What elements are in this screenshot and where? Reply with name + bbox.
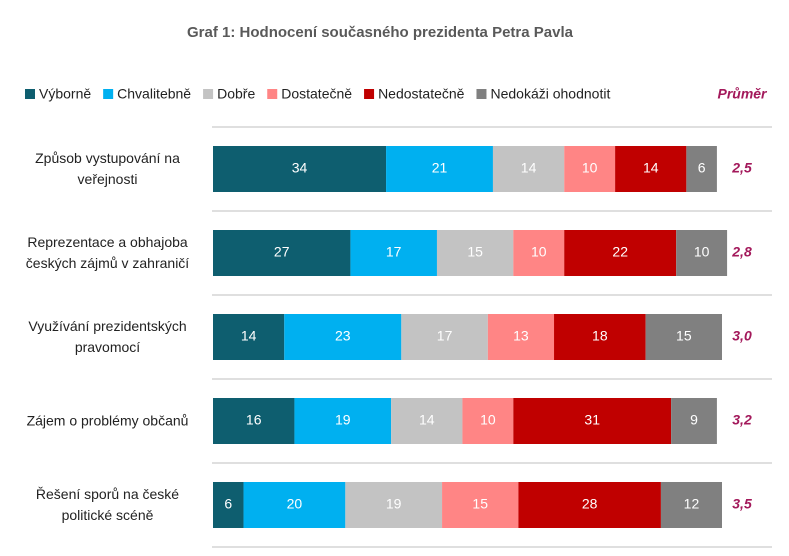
data-label: 31 [584, 412, 600, 428]
bar-segment [213, 230, 351, 276]
bar-segment [513, 230, 565, 276]
bar-segment [284, 314, 402, 360]
average-label: 3,0 [732, 328, 752, 344]
data-label: 14 [521, 160, 537, 176]
bar-segment [386, 146, 493, 192]
legend-swatch [364, 89, 375, 99]
data-label: 6 [224, 496, 232, 512]
category-label: Způsob vystupování na veřejnosti [35, 150, 180, 187]
category-label: Zájem o problémy občanů [26, 412, 189, 429]
legend-label: Výborně [39, 86, 91, 102]
bar-segment [243, 482, 346, 528]
data-label: 14 [241, 328, 257, 344]
data-label: 15 [676, 328, 692, 344]
bar-segment [436, 230, 514, 276]
bar-segment [462, 398, 514, 444]
bar-segment [554, 314, 646, 360]
bar-segment [213, 398, 295, 444]
legend-label: Nedokáži ohodnotit [490, 86, 610, 102]
data-label: 16 [246, 412, 262, 428]
data-label: 14 [419, 412, 435, 428]
bar-segment [615, 146, 687, 192]
category-label: Řešení sporů na české politické scéně [35, 486, 180, 523]
data-label: 17 [386, 244, 402, 260]
bar-segment [213, 314, 285, 360]
bar-segment [294, 398, 392, 444]
data-label: 10 [531, 244, 547, 260]
legend-label: Dobře [217, 86, 255, 102]
category-label: Reprezentace a obhajoba českých zájmů v … [25, 234, 190, 271]
bar-segment [671, 398, 717, 444]
legend-swatch [476, 89, 487, 99]
bar-segment [442, 482, 519, 528]
data-label: 10 [582, 160, 598, 176]
average-header: Průměr [717, 86, 768, 102]
bar-segment [391, 398, 463, 444]
legend-label: Nedostatečně [378, 86, 465, 102]
data-label: 22 [612, 244, 628, 260]
data-label: 10 [480, 412, 496, 428]
bar-segment [213, 482, 244, 528]
data-label: 15 [467, 244, 483, 260]
legend-swatch [267, 89, 278, 99]
data-label: 21 [432, 160, 448, 176]
bar-segment [564, 230, 677, 276]
bar-segment [213, 146, 387, 192]
data-label: 34 [292, 160, 308, 176]
average-label: 3,5 [732, 496, 752, 512]
average-label: 2,8 [731, 244, 752, 260]
bar-segment [676, 230, 728, 276]
bar-segment [492, 146, 565, 192]
average-label: 3,2 [732, 412, 752, 428]
bar-segment [645, 314, 722, 360]
bar-segment [345, 482, 443, 528]
legend-swatch [103, 89, 114, 99]
legend-label: Dostatečně [281, 86, 352, 102]
data-label: 17 [437, 328, 453, 344]
bar-segment [660, 482, 722, 528]
data-label: 23 [335, 328, 351, 344]
chart-title: Graf 1: Hodnocení současného prezidenta … [187, 24, 574, 41]
data-label: 9 [690, 412, 698, 428]
bar-segment [401, 314, 488, 360]
legend-swatch [25, 89, 35, 99]
legend-swatch [203, 89, 214, 99]
data-label: 12 [684, 496, 700, 512]
data-label: 20 [287, 496, 303, 512]
data-label: 19 [386, 496, 402, 512]
category-label: Využívání prezidentských pravomocí [28, 318, 187, 355]
data-label: 14 [643, 160, 659, 176]
data-label: 27 [274, 244, 290, 260]
bar-segment [564, 146, 616, 192]
bar-segment [518, 482, 661, 528]
bar-segment [350, 230, 437, 276]
data-label: 13 [513, 328, 529, 344]
bar-segment [513, 398, 672, 444]
data-label: 6 [698, 160, 706, 176]
data-label: 10 [694, 244, 710, 260]
legend-label: Chvalitebně [117, 86, 191, 102]
bar-segment [487, 314, 555, 360]
data-label: 18 [592, 328, 608, 344]
bar-segment [686, 146, 717, 192]
data-label: 19 [335, 412, 351, 428]
data-label: 15 [472, 496, 488, 512]
average-label: 2,5 [731, 160, 752, 176]
data-label: 28 [582, 496, 598, 512]
